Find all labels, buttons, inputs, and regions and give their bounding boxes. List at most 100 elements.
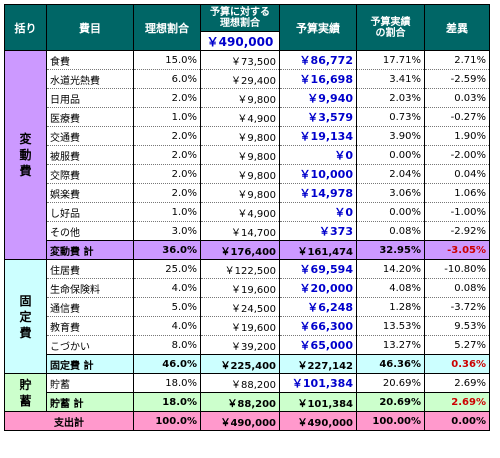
actual-amount-cell[interactable]: ￥65,000	[279, 335, 357, 355]
actual-ratio-cell: 0.00%	[356, 202, 425, 222]
ideal-ratio-cell[interactable]: 5.0%	[133, 297, 201, 317]
item-name: 被服費	[46, 145, 134, 165]
group-fixed-costs: 固 定 費	[4, 259, 47, 374]
table-row: こづかい 8.0% ￥39,200 ￥65,000 13.27% 5.27%	[5, 335, 490, 355]
item-name: 教育費	[46, 316, 134, 336]
diff-cell: -2.00%	[424, 145, 490, 165]
diff-cell: 2.69%	[424, 373, 490, 393]
actual-amount-cell[interactable]: ￥66,300	[279, 316, 357, 336]
ideal-ratio-cell[interactable]: 2.0%	[133, 183, 201, 203]
budget-amount-cell: ￥29,400	[200, 69, 280, 89]
subtotal-ideal: 36.0%	[133, 240, 201, 260]
budget-amount-cell: ￥19,600	[200, 278, 280, 298]
item-name: 食費	[46, 50, 134, 70]
diff-cell: 2.71%	[424, 50, 490, 70]
actual-amount-cell[interactable]: ￥69,594	[279, 259, 357, 279]
subtotal-label: 固定費 計	[46, 354, 134, 374]
actual-ratio-cell: 3.90%	[356, 126, 425, 146]
group-variable-costs: 変 動 費	[4, 50, 47, 260]
budget-amount-cell: ￥39,200	[200, 335, 280, 355]
actual-amount-cell[interactable]: ￥0	[279, 202, 357, 222]
subtotal-row: 変動費 計 36.0% ￥176,400 ￥161,474 32.95% -3.05%	[5, 240, 490, 260]
actual-ratio-cell: 20.69%	[356, 373, 425, 393]
actual-amount-cell[interactable]: ￥373	[279, 221, 357, 241]
subtotal-actual-ratio: 32.95%	[356, 240, 425, 260]
diff-cell: 0.04%	[424, 164, 490, 184]
actual-ratio-cell: 17.71%	[356, 50, 425, 70]
table-row: 生命保険料 4.0% ￥19,600 ￥20,000 4.08% 0.08%	[5, 278, 490, 298]
diff-cell: 1.06%	[424, 183, 490, 203]
ideal-ratio-cell[interactable]: 2.0%	[133, 126, 201, 146]
table-row: 交通費 2.0% ￥9,800 ￥19,134 3.90% 1.90%	[5, 126, 490, 146]
actual-amount-cell[interactable]: ￥0	[279, 145, 357, 165]
ideal-ratio-cell[interactable]: 3.0%	[133, 221, 201, 241]
actual-amount-cell[interactable]: ￥19,134	[279, 126, 357, 146]
budget-amount-cell: ￥14,700	[200, 221, 280, 241]
subtotal-row: 貯蓄 計 18.0% ￥88,200 ￥101,384 20.69% 2.69%	[5, 392, 490, 412]
budget-amount-cell: ￥19,600	[200, 316, 280, 336]
actual-amount-cell[interactable]: ￥14,978	[279, 183, 357, 203]
actual-amount-cell[interactable]: ￥101,384	[279, 373, 357, 393]
subtotal-actual-ratio: 46.36%	[356, 354, 425, 374]
actual-amount-cell[interactable]: ￥86,772	[279, 50, 357, 70]
item-name: 貯蓄	[46, 373, 134, 393]
budget-amount-cell: ￥9,800	[200, 183, 280, 203]
item-name: 医療費	[46, 107, 134, 127]
ideal-ratio-cell[interactable]: 25.0%	[133, 259, 201, 279]
grand-total-ideal: 100.0%	[133, 411, 201, 431]
table-row: 交際費 2.0% ￥9,800 ￥10,000 2.04% 0.04%	[5, 164, 490, 184]
ideal-ratio-cell[interactable]: 1.0%	[133, 202, 201, 222]
subtotal-actual: ￥161,474	[279, 240, 357, 260]
ideal-ratio-cell[interactable]: 6.0%	[133, 69, 201, 89]
item-name: し好品	[46, 202, 134, 222]
item-name: 生命保険料	[46, 278, 134, 298]
table-row: 教育費 4.0% ￥19,600 ￥66,300 13.53% 9.53%	[5, 316, 490, 336]
actual-amount-cell[interactable]: ￥3,579	[279, 107, 357, 127]
grand-total-budget: ￥490,000	[200, 411, 280, 431]
subtotal-budget: ￥88,200	[200, 392, 280, 412]
ideal-ratio-cell[interactable]: 4.0%	[133, 278, 201, 298]
subtotal-diff: -3.05%	[424, 240, 490, 260]
actual-ratio-cell: 13.27%	[356, 335, 425, 355]
diff-cell: -1.00%	[424, 202, 490, 222]
diff-cell: -2.92%	[424, 221, 490, 241]
table-row: 貯 蓄貯蓄 18.0% ￥88,200 ￥101,384 20.69% 2.69%	[4, 373, 490, 412]
budget-amount-cell: ￥73,500	[200, 50, 280, 70]
table-row: その他 3.0% ￥14,700 ￥373 0.08% -2.92%	[5, 221, 490, 241]
item-name: 住居費	[46, 259, 134, 279]
actual-ratio-cell: 4.08%	[356, 278, 425, 298]
ideal-ratio-cell[interactable]: 1.0%	[133, 107, 201, 127]
actual-amount-cell[interactable]: ￥6,248	[279, 297, 357, 317]
table-row: 被服費 2.0% ￥9,800 ￥0 0.00% -2.00%	[5, 145, 490, 165]
actual-amount-cell[interactable]: ￥20,000	[279, 278, 357, 298]
item-name: 交通費	[46, 126, 134, 146]
header-group: 括り	[4, 4, 47, 51]
diff-cell: 1.90%	[424, 126, 490, 146]
diff-cell: 0.03%	[424, 88, 490, 108]
header-actual: 予算実績	[279, 4, 357, 51]
diff-cell: -10.80%	[424, 259, 490, 279]
diff-cell: 5.27%	[424, 335, 490, 355]
actual-amount-cell[interactable]: ￥9,940	[279, 88, 357, 108]
ideal-ratio-cell[interactable]: 18.0%	[133, 373, 201, 393]
diff-cell: -0.27%	[424, 107, 490, 127]
budget-amount-cell: ￥4,900	[200, 107, 280, 127]
budget-amount-cell: ￥24,500	[200, 297, 280, 317]
item-name: その他	[46, 221, 134, 241]
ideal-ratio-cell[interactable]: 2.0%	[133, 164, 201, 184]
budget-total-cell[interactable]: ￥490,000	[200, 31, 280, 51]
budget-amount-cell: ￥9,800	[200, 126, 280, 146]
ideal-ratio-cell[interactable]: 15.0%	[133, 50, 201, 70]
diff-cell: -2.59%	[424, 69, 490, 89]
actual-amount-cell[interactable]: ￥16,698	[279, 69, 357, 89]
ideal-ratio-cell[interactable]: 8.0%	[133, 335, 201, 355]
ideal-ratio-cell[interactable]: 2.0%	[133, 88, 201, 108]
ideal-ratio-cell[interactable]: 4.0%	[133, 316, 201, 336]
ideal-ratio-cell[interactable]: 2.0%	[133, 145, 201, 165]
subtotal-ideal: 46.0%	[133, 354, 201, 374]
subtotal-diff: 2.69%	[424, 392, 490, 412]
actual-amount-cell[interactable]: ￥10,000	[279, 164, 357, 184]
budget-amount-cell: ￥9,800	[200, 145, 280, 165]
item-name: 交際費	[46, 164, 134, 184]
subtotal-actual: ￥101,384	[279, 392, 357, 412]
